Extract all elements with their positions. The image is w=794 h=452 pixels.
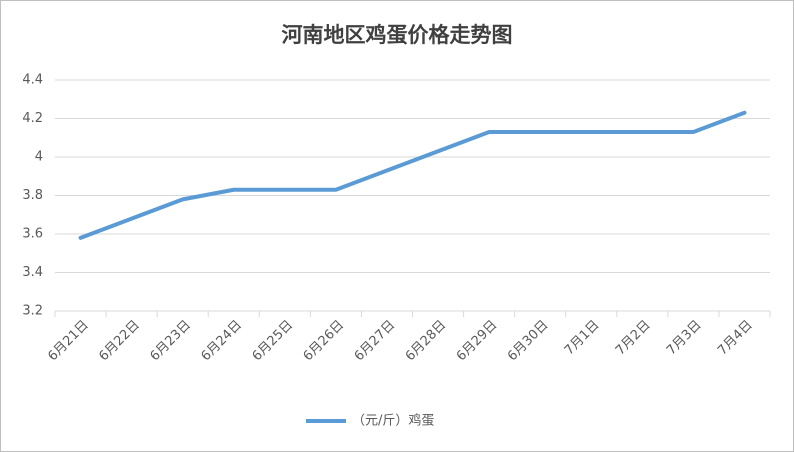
y-tick-label: 4.2 xyxy=(22,111,43,126)
legend-label: （元/斤）鸡蛋 xyxy=(352,413,434,429)
line-series xyxy=(78,110,747,240)
chart-title: 河南地区鸡蛋价格走势图 xyxy=(282,23,513,47)
y-tick-label: 4.4 xyxy=(22,73,43,88)
y-tick-label: 4 xyxy=(35,150,43,165)
y-tick-label: 3.4 xyxy=(22,265,43,280)
y-tick-label: 3.2 xyxy=(22,304,43,319)
y-tick-label: 3.6 xyxy=(22,227,43,242)
y-tick-label: 3.8 xyxy=(22,188,43,203)
